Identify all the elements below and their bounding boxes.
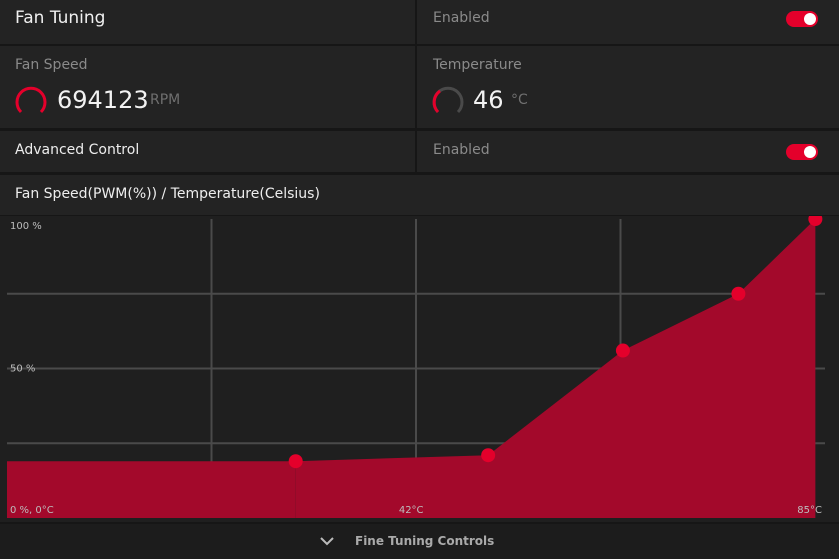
x-tick-label: 85°C [797,505,822,516]
panel [417,0,839,44]
control-point [615,343,630,358]
gauge-arc [15,86,47,114]
metric-label: Temperature [433,57,522,73]
y-tick-label: 0 %, 0°C [10,505,54,516]
gauge [15,86,47,114]
metric-value: 694123 [57,86,149,114]
panel [0,0,415,44]
status: Enabled [433,10,490,26]
metric-unit: °C [511,92,528,108]
control-point [288,454,303,469]
gauge [432,86,464,114]
metric-label: Fan Speed [15,57,88,73]
y-tick-label: 100 % [10,221,42,232]
panel [417,131,839,172]
metric-unit: RPM [150,92,181,108]
chart: 0 %, 0°C 50 % 100 % 42°C 85°C [0,216,839,522]
control-point [808,216,823,226]
control-point [731,286,746,301]
chevron-icon[interactable] [319,535,335,547]
toggle[interactable] [786,11,818,27]
gauge-arc [432,89,441,114]
section-title: Fan Tuning [15,8,106,28]
y-tick-label: 50 % [10,364,35,375]
toggle-knob [804,13,816,25]
status: Enabled [433,142,490,158]
toggle[interactable] [786,144,818,160]
metric-value: 46 [473,86,504,114]
panel [0,46,415,128]
area-lead [7,461,296,518]
panel [0,131,415,172]
control-point [481,448,496,463]
panel [0,175,839,215]
footer [0,524,839,559]
toggle-knob [804,146,816,158]
section-title: Advanced Control [15,142,140,158]
chart-title: Fan Speed(PWM(%)) / Temperature(Celsius) [15,186,320,202]
panel [417,46,839,128]
x-tick-label: 42°C [399,505,424,516]
area [295,219,816,518]
footer-button[interactable]: Fine Tuning Controls [355,534,495,548]
